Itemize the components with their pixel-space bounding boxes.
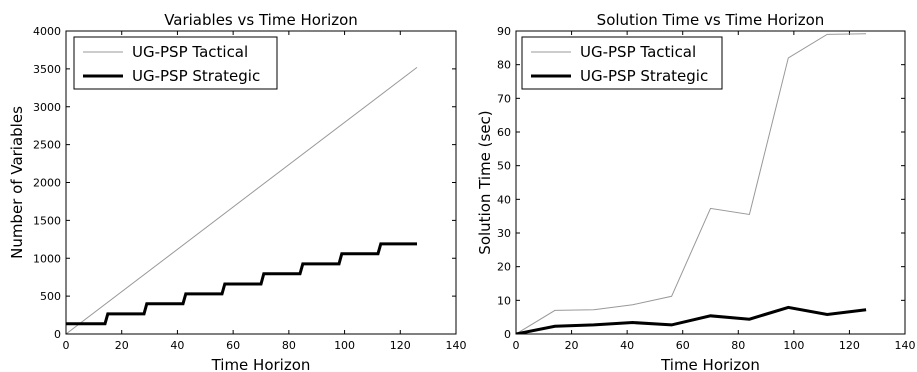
chart-title: Variables vs Time Horizon (164, 11, 358, 29)
legend: UG-PSP Tactical UG-PSP Strategic (521, 36, 723, 90)
x-tick-label: 100 (783, 339, 804, 352)
y-tick-label: 4000 (33, 25, 61, 38)
series-line-strategic (516, 305, 867, 334)
y-tick-label: 1500 (33, 214, 61, 227)
y-axis-label: Number of Variables (8, 106, 26, 259)
y-tick-label: 500 (40, 290, 61, 303)
plot-frame (65, 30, 457, 335)
x-tick-label: 60 (226, 339, 240, 352)
plot-frame (515, 30, 906, 335)
y-tick-label: 0 (504, 328, 511, 341)
x-tick-label: 80 (731, 339, 745, 352)
legend-label: UG-PSP Strategic (580, 67, 708, 85)
series-line-tactical (516, 33, 867, 334)
y-tick-label: 2500 (33, 139, 61, 152)
y-tick-label: 40 (497, 193, 511, 206)
x-tick-label: 0 (513, 339, 520, 352)
x-tick-label: 20 (565, 339, 579, 352)
y-tick-label: 50 (497, 160, 511, 173)
x-tick-label: 40 (170, 339, 184, 352)
y-tick-label: 0 (54, 328, 61, 341)
y-axis-label: Solution Time (sec) (476, 110, 494, 254)
y-tick-label: 10 (497, 294, 511, 307)
legend: UG-PSP Tactical UG-PSP Strategic (73, 36, 278, 90)
x-tick-label: 140 (446, 339, 467, 352)
chart-title: Solution Time vs Time Horizon (597, 11, 825, 29)
x-tick-label: 100 (334, 339, 355, 352)
x-tick-label: 120 (390, 339, 411, 352)
chart-1: Variables vs Time Horizon Time Horizon Num… (8, 11, 467, 372)
y-tick-label: 70 (497, 92, 511, 105)
legend-label: UG-PSP Tactical (580, 43, 696, 61)
chart-2: Solution Time vs Time Horizon Time Horizo… (476, 11, 916, 372)
y-tick-label: 3000 (33, 101, 61, 114)
legend-label: UG-PSP Tactical (132, 43, 248, 61)
series-line-strategic (66, 242, 417, 326)
x-tick-label: 0 (63, 339, 70, 352)
y-tick-label: 30 (497, 227, 511, 240)
x-axis-label: Time Horizon (211, 356, 311, 372)
x-axis-label: Time Horizon (660, 356, 760, 372)
y-tick-label: 3500 (33, 63, 61, 76)
y-tick-label: 1000 (33, 252, 61, 265)
x-tick-label: 40 (620, 339, 634, 352)
x-tick-label: 80 (282, 339, 296, 352)
y-tick-label: 20 (497, 261, 511, 274)
x-tick-label: 60 (676, 339, 690, 352)
legend-frame (73, 36, 278, 90)
legend-frame (521, 36, 723, 90)
x-tick-label: 20 (115, 339, 129, 352)
y-tick-label: 2000 (33, 177, 61, 190)
y-tick-label: 90 (497, 25, 511, 38)
x-tick-label: 120 (839, 339, 860, 352)
x-tick-label: 140 (895, 339, 916, 352)
legend-label: UG-PSP Strategic (132, 67, 260, 85)
y-tick-label: 60 (497, 126, 511, 139)
y-tick-label: 80 (497, 59, 511, 72)
series-line-tactical (66, 66, 418, 334)
